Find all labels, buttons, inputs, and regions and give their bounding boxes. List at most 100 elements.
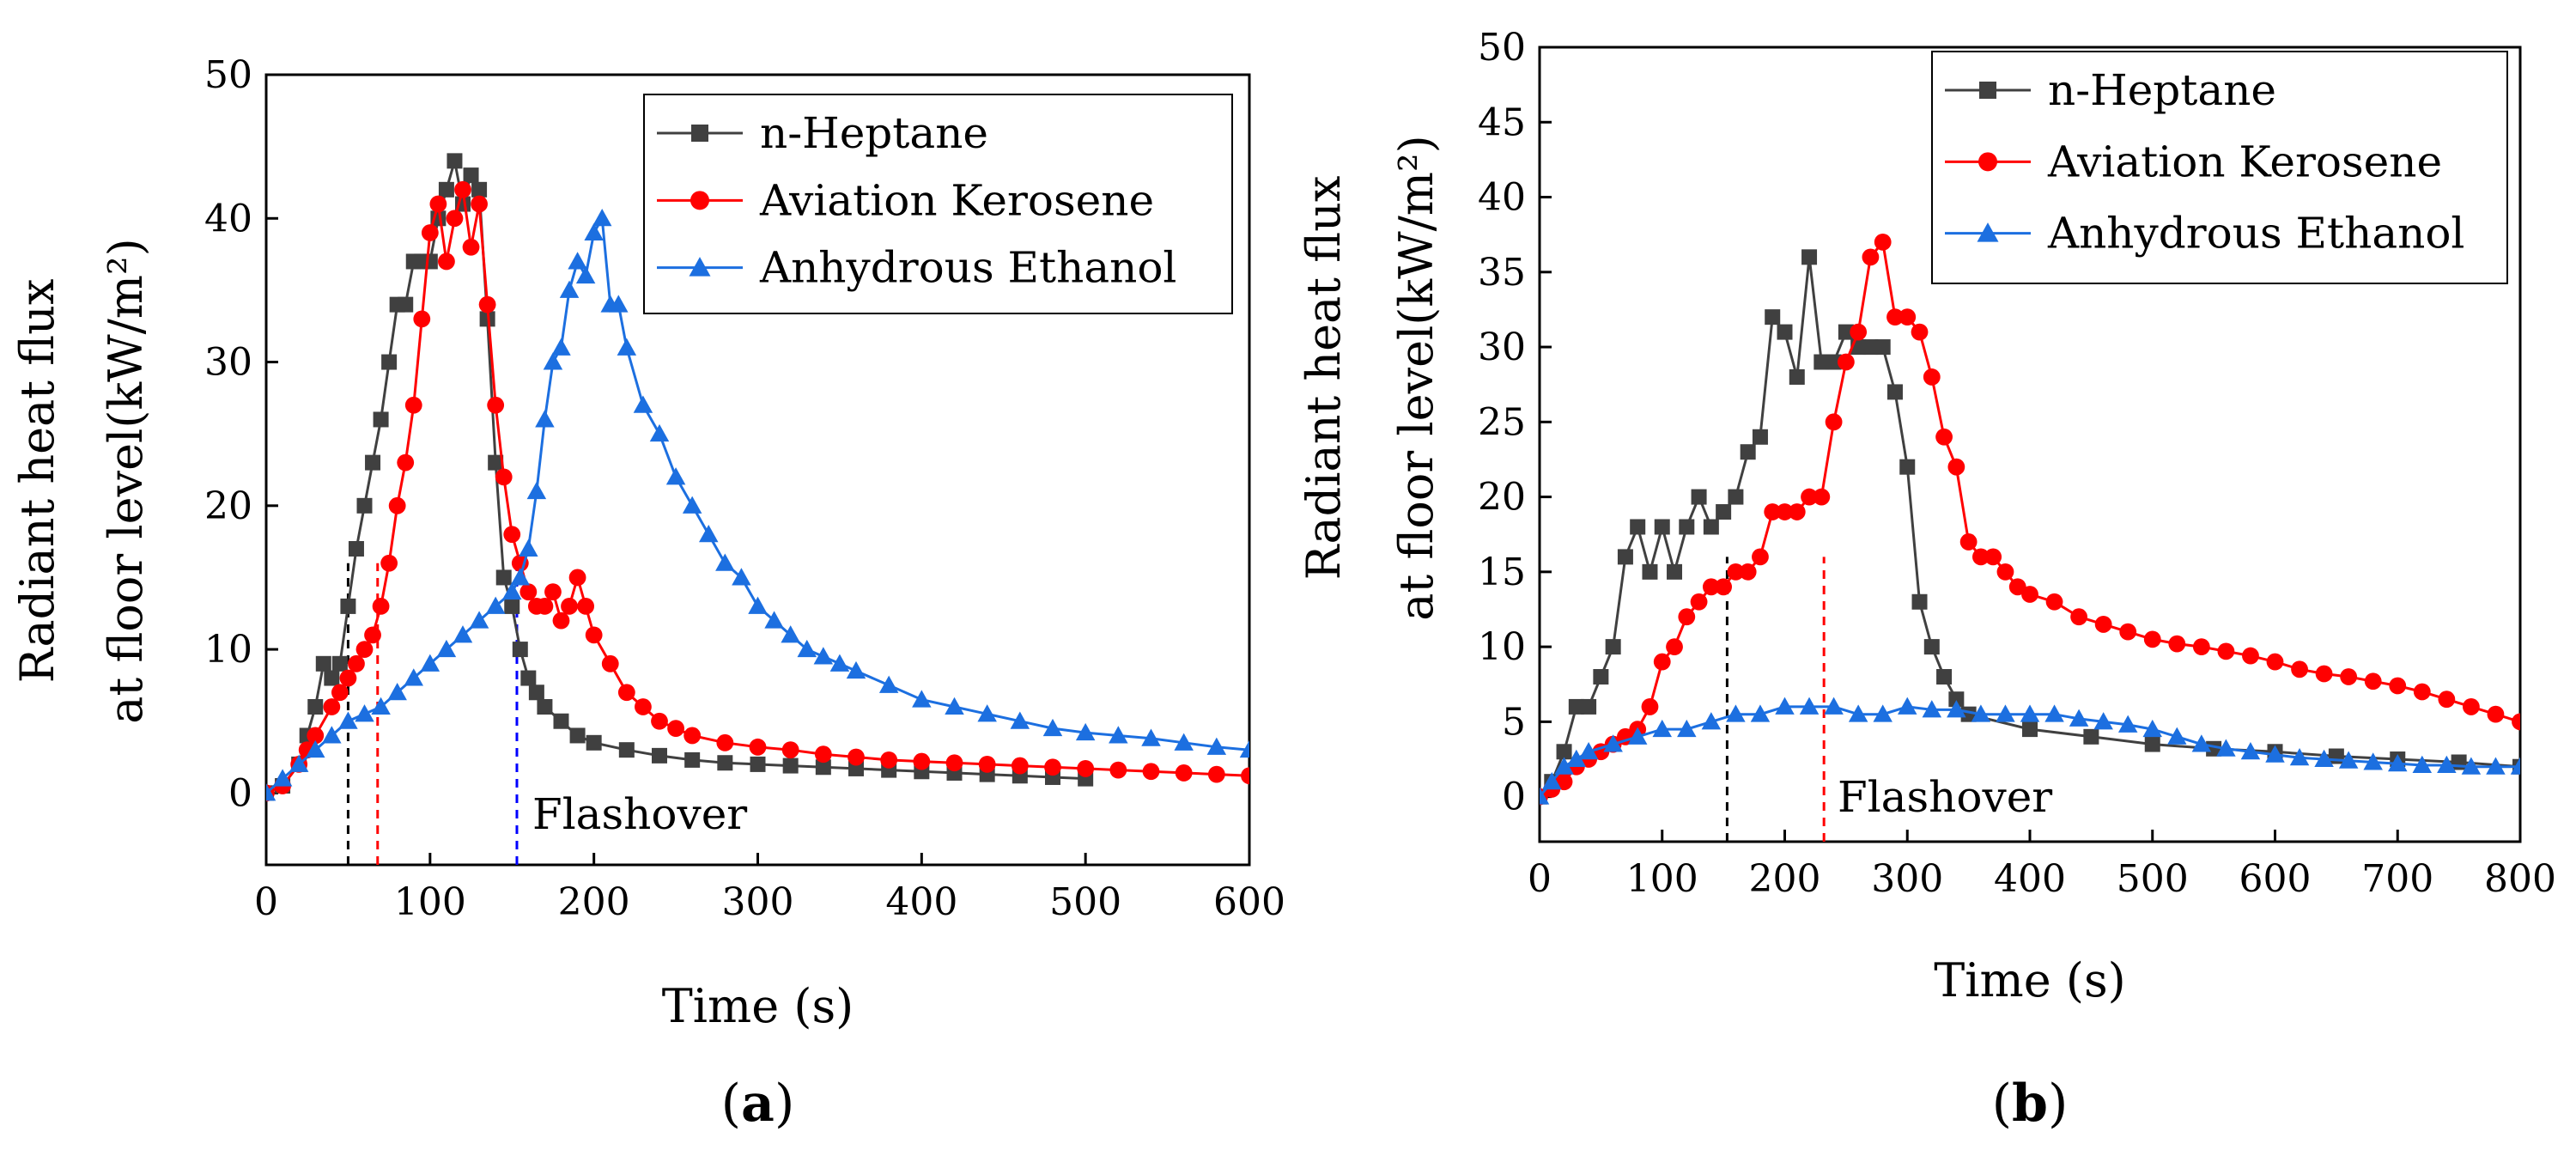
data-point [1726, 704, 1746, 722]
data-point [1911, 593, 1928, 610]
data-point [561, 598, 578, 615]
data-point [2314, 749, 2334, 768]
data-point [1775, 697, 1795, 715]
data-point [1605, 639, 1621, 655]
legend-marker [690, 191, 709, 210]
data-point [519, 538, 538, 557]
data-point [635, 698, 652, 715]
data-point [1936, 669, 1953, 685]
data-point [750, 756, 766, 772]
data-point [404, 668, 423, 686]
data-point [2216, 739, 2236, 757]
data-point [1752, 548, 1769, 566]
data-point [945, 754, 963, 772]
data-point [568, 252, 587, 270]
data-point [2021, 586, 2038, 603]
data-point [1972, 548, 1990, 566]
data-point [348, 654, 365, 672]
data-point [1042, 718, 1063, 737]
data-point [372, 598, 390, 615]
data-point [1554, 757, 1574, 775]
data-point [1555, 773, 1573, 791]
data-point [495, 468, 513, 486]
legend-marker [1979, 82, 1996, 99]
x-tick-label: 200 [558, 880, 630, 924]
data-point [2340, 668, 2358, 685]
data-point [1075, 722, 1096, 741]
data-point [568, 569, 586, 587]
data-point [1617, 549, 1633, 565]
data-point [364, 626, 381, 644]
data-point [1630, 519, 1646, 535]
data-point [1799, 697, 1820, 715]
data-point [2240, 742, 2261, 760]
data-point [373, 411, 389, 428]
data-point [421, 224, 439, 241]
data-point [717, 755, 733, 771]
data-point [682, 496, 702, 514]
legend-box [643, 94, 1233, 314]
data-point [1923, 368, 1941, 386]
x-tick-label: 700 [2361, 857, 2433, 901]
data-point [978, 756, 996, 773]
data-point [272, 769, 293, 787]
data-point [371, 697, 391, 715]
data-point [1862, 248, 1880, 266]
legend-label: Aviation Kerosene [2047, 137, 2442, 186]
data-point [1666, 638, 1683, 656]
data-point [2289, 748, 2310, 766]
legend-label: n-Heptane [760, 108, 988, 158]
x-axis-title: Time (s) [1934, 953, 2125, 1007]
data-point [1971, 704, 1991, 722]
y-tick-label: 50 [204, 53, 252, 97]
data-point [829, 654, 850, 672]
data-point [1789, 368, 1805, 385]
data-point [2291, 660, 2308, 678]
data-point [1578, 742, 1599, 760]
data-point [1752, 429, 1768, 445]
data-point [1873, 704, 1893, 722]
data-point [1935, 428, 1953, 446]
data-point [1593, 669, 1609, 685]
series-triangle [266, 209, 1249, 801]
data-point [1862, 339, 1879, 356]
legend-marker [1978, 152, 1997, 172]
data-point [348, 541, 364, 557]
data-point [878, 675, 899, 693]
data-point [1728, 489, 1744, 505]
data-point [715, 553, 735, 571]
legend-marker [691, 125, 708, 142]
y-tick-label: 30 [204, 341, 252, 385]
data-point [471, 181, 488, 198]
data-point [559, 280, 580, 298]
data-point [1886, 308, 1904, 326]
data-point [2044, 704, 2064, 722]
data-point [1109, 761, 1127, 779]
data-point [1241, 767, 1249, 785]
data-point [446, 210, 464, 228]
data-point [404, 396, 422, 414]
panel-letter: a [741, 1074, 775, 1134]
data-point [749, 738, 767, 756]
data-point [413, 310, 431, 328]
data-point [2083, 728, 2099, 745]
data-point [422, 253, 438, 270]
data-point [453, 625, 473, 643]
legend-label: Anhydrous Ethanol [2047, 209, 2464, 259]
data-point [331, 684, 349, 702]
data-point [2142, 719, 2162, 738]
series-circle [266, 180, 1249, 802]
data-point [748, 596, 768, 614]
y-axis-title-line1: Radiant heat flux [1297, 176, 1351, 581]
data-point [2412, 755, 2433, 773]
data-point [1984, 548, 2002, 566]
data-point [815, 759, 831, 776]
data-point [575, 265, 596, 284]
data-point [2364, 672, 2382, 691]
data-point [2413, 683, 2431, 701]
data-point [2363, 752, 2383, 770]
x-tick-label: 400 [1994, 857, 2066, 901]
data-point [1850, 323, 1868, 341]
y-tick-label: 20 [1478, 476, 1526, 520]
data-point [503, 526, 521, 544]
